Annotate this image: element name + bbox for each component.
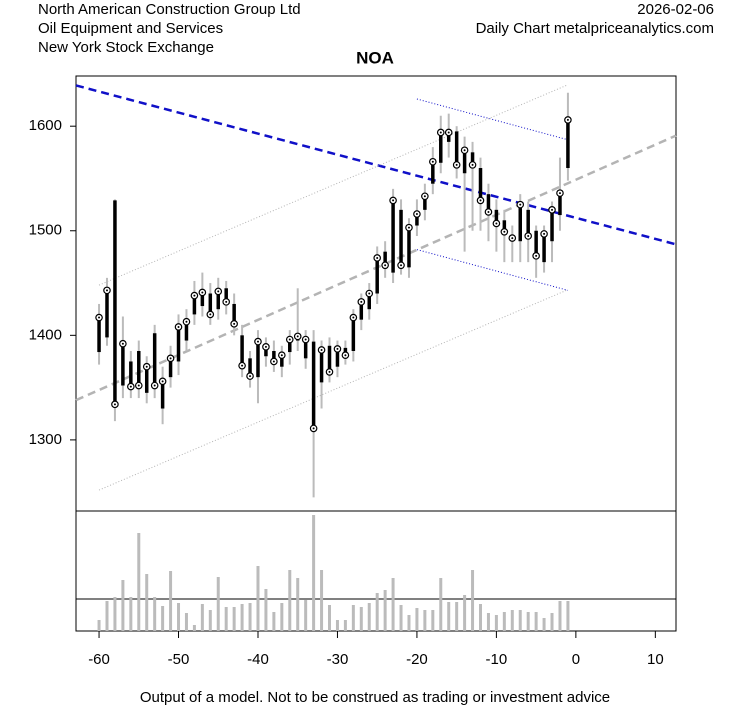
close-dot [328,370,331,373]
y-tick-label: 1300 [29,431,62,448]
model-line [98,289,567,491]
close-dot [161,380,164,383]
close-dot [201,291,204,294]
close-dot [169,357,172,360]
close-dot [407,226,410,229]
close-dot [455,163,458,166]
close-dot [225,300,228,303]
close-dot [304,338,307,341]
y-tick-label: 1500 [29,222,62,239]
close-dot [439,131,442,134]
close-dot [153,384,156,387]
chart-title: NOA [356,48,394,67]
close-dot [98,316,101,319]
close-dot [415,213,418,216]
close-dot [288,338,291,341]
close-dot [217,290,220,293]
close-dot [105,289,108,292]
close-dot [137,384,140,387]
close-dot [233,322,236,325]
sector: Oil Equipment and Services [38,20,223,37]
close-dot [320,348,323,351]
close-dot [312,427,315,430]
close-dot [241,364,244,367]
source: Daily Chart metalpriceanalytics.com [476,20,714,37]
close-dot [471,163,474,166]
x-tick-label: 0 [572,651,580,668]
close-dot [423,195,426,198]
model-line [416,98,569,141]
close-dot [376,256,379,259]
close-dot [193,294,196,297]
x-tick-label: -20 [406,651,428,668]
close-dot [431,160,434,163]
x-tick-label: -50 [168,651,190,668]
model-line [416,249,569,291]
close-dot [384,264,387,267]
close-dot [519,203,522,206]
close-dot [264,345,267,348]
close-dot [511,237,514,240]
close-dot [256,340,259,343]
close-dot [463,149,466,152]
close-dot [360,300,363,303]
x-tick-label: -60 [88,651,110,668]
x-tick-label: 10 [647,651,664,668]
close-dot [487,210,490,213]
y-tick-label: 1600 [29,117,62,134]
close-dot [566,118,569,121]
close-dot [272,360,275,363]
close-dot [392,199,395,202]
close-dot [551,208,554,211]
close-dot [535,254,538,257]
model-line [98,84,567,286]
close-dot [280,354,283,357]
close-dot [344,354,347,357]
x-tick-label: -10 [486,651,508,668]
exchange: New York Stock Exchange [38,39,214,56]
x-tick-label: -40 [247,651,269,668]
close-dot [177,325,180,328]
close-dot [368,292,371,295]
close-dot [209,313,212,316]
close-dot [479,199,482,202]
close-dot [495,222,498,225]
close-dot [503,230,506,233]
date: 2026-02-06 [637,1,714,18]
close-dot [129,385,132,388]
close-dot [352,316,355,319]
close-dot [400,264,403,267]
close-dot [145,365,148,368]
company: North American Construction Group Ltd [38,1,301,18]
y-tick-label: 1400 [29,326,62,343]
footer: Output of a model. Not to be construed a… [140,689,610,706]
close-dot [543,232,546,235]
close-dot [296,335,299,338]
close-dot [185,320,188,323]
close-dot [558,192,561,195]
close-dot [447,131,450,134]
close-dot [113,403,116,406]
close-dot [121,342,124,345]
x-tick-label: -30 [327,651,349,668]
close-dot [249,375,252,378]
close-dot [527,234,530,237]
close-dot [336,347,339,350]
